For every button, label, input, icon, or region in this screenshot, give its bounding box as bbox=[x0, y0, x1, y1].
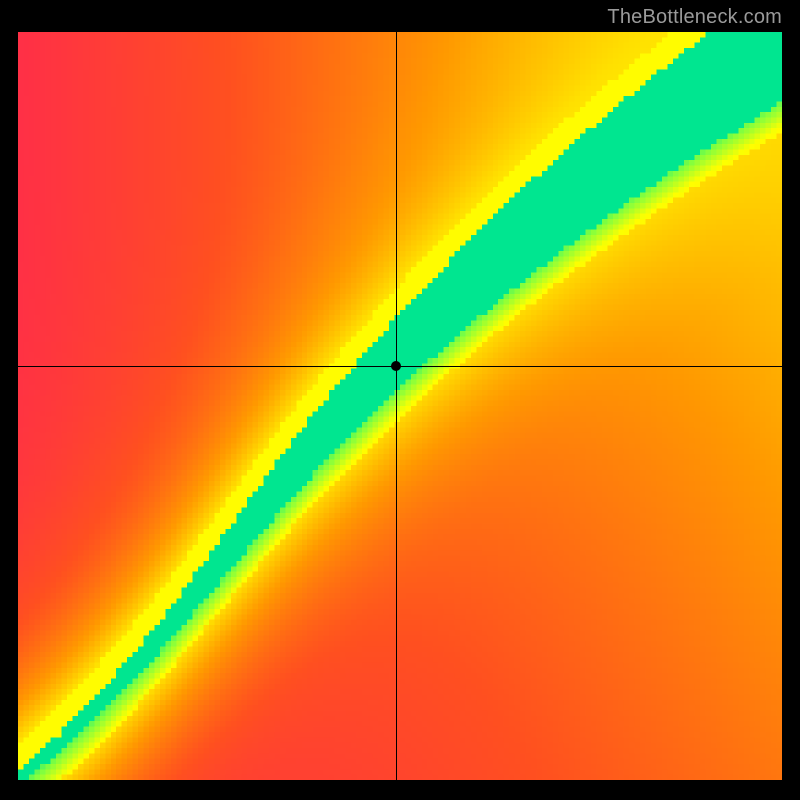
plot-area bbox=[18, 32, 782, 780]
heatmap-canvas bbox=[18, 32, 782, 780]
watermark-text: TheBottleneck.com bbox=[607, 6, 782, 29]
crosshair-vertical bbox=[396, 32, 397, 780]
selection-marker bbox=[391, 361, 401, 371]
